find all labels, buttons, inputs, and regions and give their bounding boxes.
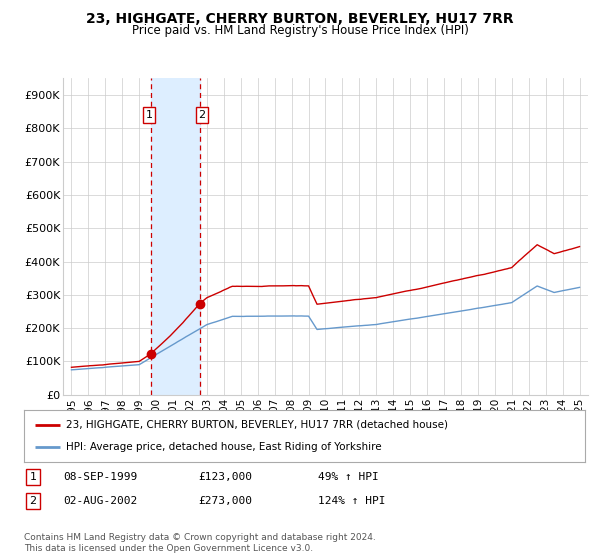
Text: 2: 2: [29, 496, 37, 506]
Text: HPI: Average price, detached house, East Riding of Yorkshire: HPI: Average price, detached house, East…: [66, 442, 382, 452]
Text: 02-AUG-2002: 02-AUG-2002: [63, 496, 137, 506]
Text: 1: 1: [145, 110, 152, 120]
Text: 124% ↑ HPI: 124% ↑ HPI: [318, 496, 386, 506]
Text: 23, HIGHGATE, CHERRY BURTON, BEVERLEY, HU17 7RR: 23, HIGHGATE, CHERRY BURTON, BEVERLEY, H…: [86, 12, 514, 26]
Text: 23, HIGHGATE, CHERRY BURTON, BEVERLEY, HU17 7RR (detached house): 23, HIGHGATE, CHERRY BURTON, BEVERLEY, H…: [66, 419, 448, 430]
Text: 08-SEP-1999: 08-SEP-1999: [63, 472, 137, 482]
Text: £123,000: £123,000: [198, 472, 252, 482]
Text: 49% ↑ HPI: 49% ↑ HPI: [318, 472, 379, 482]
Text: £273,000: £273,000: [198, 496, 252, 506]
Text: 1: 1: [29, 472, 37, 482]
Text: 2: 2: [199, 110, 205, 120]
Text: Price paid vs. HM Land Registry's House Price Index (HPI): Price paid vs. HM Land Registry's House …: [131, 24, 469, 36]
Text: Contains HM Land Registry data © Crown copyright and database right 2024.
This d: Contains HM Land Registry data © Crown c…: [24, 533, 376, 553]
Bar: [151, 78, 200, 395]
